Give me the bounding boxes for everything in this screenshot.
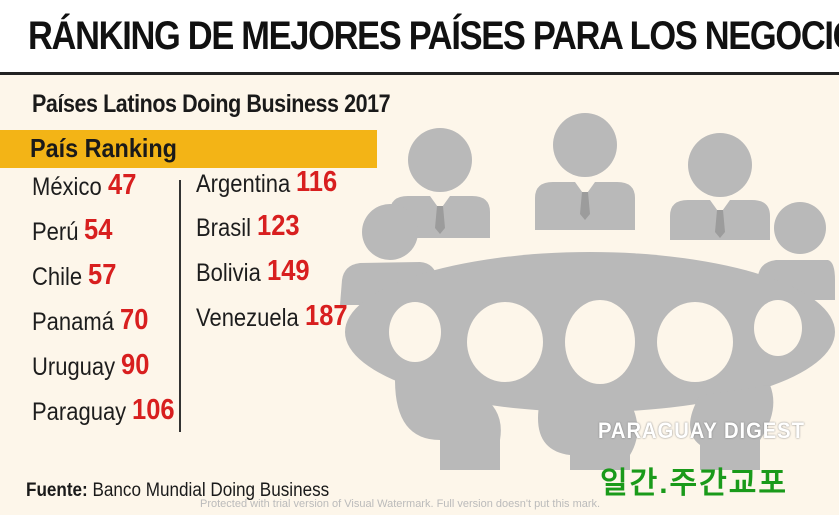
rank-value: 57 <box>88 259 117 291</box>
table-row: Argentina 116 <box>196 166 337 199</box>
korean-brand: 일간.주간교포 <box>600 467 788 500</box>
rank-value: 47 <box>107 169 137 201</box>
column-divider <box>179 180 181 432</box>
rank-value: 90 <box>121 349 150 381</box>
table-row: Perú 54 <box>32 214 113 247</box>
country-name: Venezuela <box>196 304 299 332</box>
table-row: Brasil 123 <box>196 210 300 243</box>
country-name: Chile <box>32 263 83 291</box>
table-row: Uruguay 90 <box>32 349 150 382</box>
title-bar: RÁNKING DE MEJORES PAÍSES PARA LOS NEGOC… <box>0 0 839 75</box>
brand-watermark: PARAGUAY DIGEST <box>598 418 805 443</box>
meeting-table-illustration <box>340 113 835 470</box>
page-title: RÁNKING DE MEJORES PAÍSES PARA LOS NEGOC… <box>28 14 839 58</box>
country-name: Brasil <box>196 214 252 242</box>
rank-value: 123 <box>257 210 300 242</box>
rank-value: 106 <box>132 394 175 426</box>
table-row: Chile 57 <box>32 259 117 292</box>
rank-value: 187 <box>304 300 348 332</box>
table-row: Bolivia 149 <box>196 255 309 288</box>
table-row: México 47 <box>32 169 136 202</box>
source-note: Fuente: Banco Mundial Doing Business <box>26 480 329 502</box>
table-header-band <box>0 130 377 168</box>
source-label: Fuente: <box>26 480 88 501</box>
table-header: País Ranking <box>30 133 177 163</box>
rank-value: 116 <box>296 166 338 198</box>
country-name: Perú <box>32 218 79 246</box>
country-name: Bolivia <box>196 259 261 287</box>
source-text: Banco Mundial Doing Business <box>92 480 330 501</box>
rank-value: 70 <box>119 304 149 336</box>
country-name: México <box>32 173 102 201</box>
rank-value: 149 <box>266 255 310 287</box>
trial-watermark: Protected with trial version of Visual W… <box>200 498 601 510</box>
country-name: Paraguay <box>32 398 127 426</box>
table-row: Panamá 70 <box>32 304 148 337</box>
country-name: Argentina <box>196 170 291 198</box>
rank-value: 54 <box>84 214 113 246</box>
table-row: Paraguay 106 <box>32 394 175 427</box>
country-name: Uruguay <box>32 353 116 381</box>
chart-subtitle: Países Latinos Doing Business 2017 <box>32 90 391 118</box>
country-name: Panamá <box>32 308 114 336</box>
table-row: Venezuela 187 <box>196 300 347 333</box>
